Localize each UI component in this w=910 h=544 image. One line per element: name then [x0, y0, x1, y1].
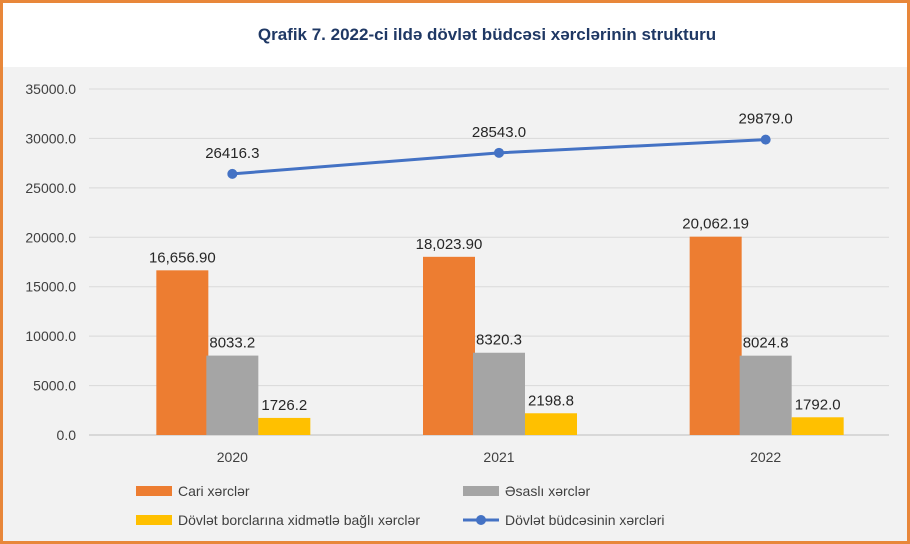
- legend-swatch: [136, 486, 172, 496]
- x-tick-label: 2022: [750, 449, 781, 465]
- line-point: [494, 147, 504, 158]
- bar: [156, 270, 209, 435]
- y-tick-label: 30000.0: [25, 130, 76, 146]
- legend-swatch: [463, 486, 499, 496]
- chart-svg: 0.0 5000.0 10000.0 15000.0 20000.0 25000.0 300…: [25, 81, 889, 528]
- bar: [739, 355, 792, 435]
- y-tick-label: 5000.0: [33, 378, 76, 394]
- y-tick-label: 20000.0: [25, 229, 76, 245]
- y-tick-label: 25000.0: [25, 180, 76, 196]
- line-point: [227, 168, 238, 179]
- bar: [423, 256, 475, 435]
- legend-label: Cari xərclər: [178, 483, 250, 499]
- bar: [258, 417, 311, 435]
- line-data-label: 26416.3: [205, 145, 259, 162]
- bar: [791, 417, 844, 435]
- bar-data-label: 16,656.90: [149, 249, 216, 266]
- bar-data-label: 1726.2: [261, 397, 307, 414]
- bar: [689, 236, 742, 435]
- legend-label: Dövlət büdcəsinin xərcləri: [505, 512, 665, 528]
- bar-data-label: 1792.0: [795, 396, 841, 413]
- y-tick-label: 35000.0: [25, 81, 76, 97]
- bar-data-label: 8320.3: [476, 332, 522, 349]
- legend-marker: [476, 515, 486, 525]
- y-tick-label: 0.0: [57, 427, 77, 443]
- chart-title: Qrafik 7. 2022-ci ildə dövlət büdcəsi xə…: [257, 25, 717, 44]
- legend-swatch: [136, 515, 172, 525]
- bar-data-label: 8024.8: [743, 335, 789, 352]
- bar: [473, 352, 525, 435]
- x-tick-label: 2021: [483, 449, 514, 465]
- bar: [206, 355, 259, 435]
- line-point: [760, 134, 771, 145]
- line-data-label: 29879.0: [739, 111, 793, 128]
- bar-data-label: 2198.8: [528, 392, 574, 409]
- legend-label: Dövlət borclarına xidmətlə bağlı xərclər: [178, 512, 420, 528]
- bar-data-label: 20,062.19: [682, 216, 749, 233]
- x-tick-label: 2020: [217, 449, 248, 465]
- bar-data-label: 18,023.90: [416, 236, 483, 253]
- y-tick-label: 10000.0: [25, 328, 76, 344]
- bar-data-label: 8033.2: [209, 335, 255, 352]
- bar: [525, 413, 577, 435]
- title-band: Qrafik 7. 2022-ci ildə dövlət büdcəsi xə…: [3, 3, 907, 67]
- line-data-label: 28543.0: [472, 124, 526, 141]
- y-tick-label: 15000.0: [25, 279, 76, 295]
- legend-label: Əsaslı xərclər: [505, 483, 591, 499]
